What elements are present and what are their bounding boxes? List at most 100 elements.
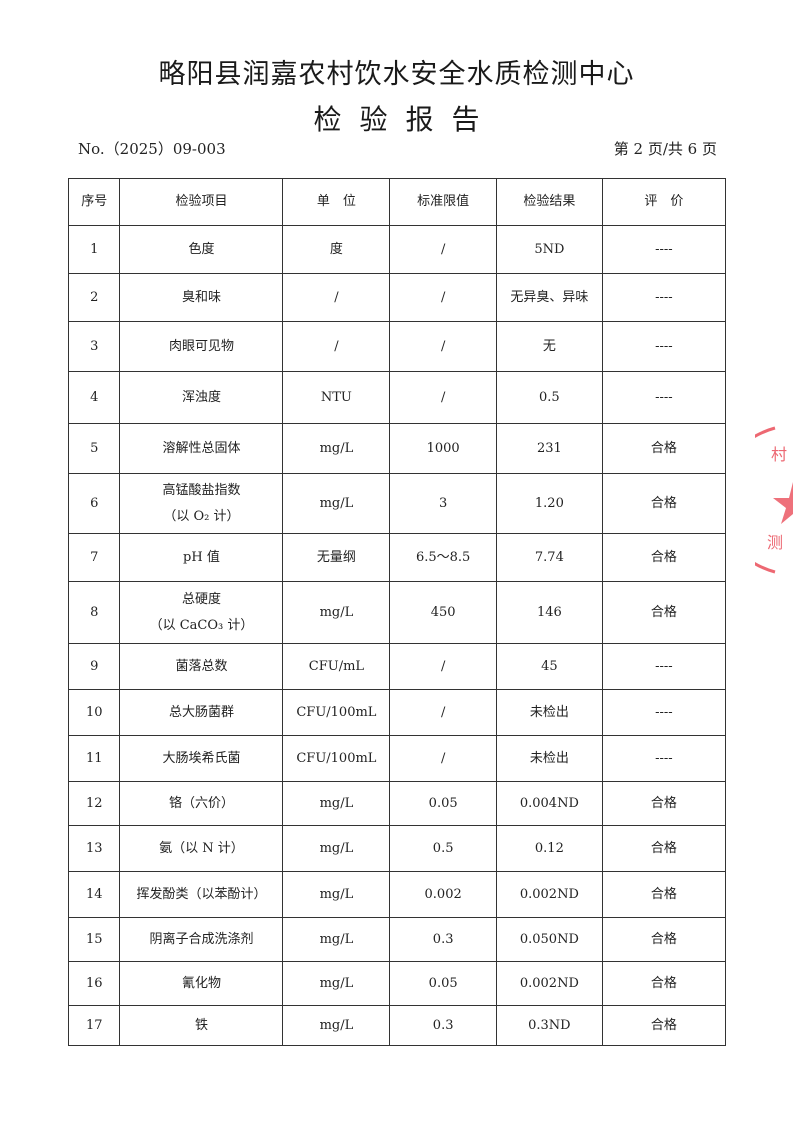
test-item: 大肠埃希氏菌	[162, 750, 241, 766]
table-row: 17 铁 mg/L 0.3 0.3ND 合格	[67, 1005, 727, 1046]
test-result-cell: 146	[495, 581, 603, 644]
unit: mg/L	[319, 886, 354, 902]
test-result: 0.002ND	[519, 886, 579, 902]
test-item: 溶解性总固体	[162, 440, 241, 456]
row-number: 3	[90, 338, 99, 354]
evaluation: ----	[655, 289, 673, 305]
test-item-cell: 挥发酚类（以苯酚计）	[119, 871, 284, 918]
test-result: 0.3ND	[528, 1017, 571, 1033]
standard-limit: 0.05	[428, 975, 458, 991]
col-header-no: 序号	[67, 178, 121, 226]
unit-cell: /	[282, 273, 391, 322]
evaluation-cell: ----	[601, 735, 727, 782]
test-item-cell: 肉眼可见物	[119, 321, 284, 372]
test-item: 总大肠菌群	[168, 704, 234, 720]
unit-cell: CFU/100mL	[282, 689, 391, 736]
standard-limit: /	[440, 338, 446, 354]
standard-limit-cell: 3	[389, 473, 497, 534]
evaluation-cell: 合格	[601, 473, 727, 534]
test-item-cell: 臭和味	[119, 273, 284, 322]
test-item-cell: 总大肠菌群	[119, 689, 284, 736]
test-result: 231	[536, 440, 562, 456]
table-row: 8 总硬度 （以 CaCO₃ 计） mg/L 450 146 合格	[67, 581, 727, 644]
unit: NTU	[320, 389, 352, 405]
test-item: 氨（以 N 计）	[159, 840, 244, 856]
standard-limit: /	[440, 389, 446, 405]
unit-cell: 无量纲	[282, 533, 391, 582]
standard-limit: 450	[430, 604, 456, 620]
row-number: 1	[90, 241, 99, 257]
report-org-title: 略阳县润嘉农村饮水安全水质检测中心	[158, 59, 635, 90]
test-item-cell: 铬（六价）	[119, 781, 284, 826]
table-row: 9 菌落总数 CFU/mL / 45 ----	[67, 643, 727, 690]
test-result-cell: 0.004ND	[495, 781, 603, 826]
unit-cell: mg/L	[282, 581, 391, 644]
standard-limit-cell: 0.05	[389, 781, 497, 826]
row-number-cell: 15	[67, 917, 121, 962]
table-row: 1 色度 度 / 5ND ----	[67, 225, 727, 274]
row-number-cell: 5	[67, 423, 121, 474]
test-item-cell: pH 值	[119, 533, 284, 582]
unit-cell: mg/L	[282, 961, 391, 1006]
unit: CFU/mL	[308, 658, 365, 674]
evaluation: 合格	[650, 931, 677, 947]
unit: mg/L	[319, 604, 354, 620]
evaluation: 合格	[650, 495, 677, 511]
unit-cell: mg/L	[282, 871, 391, 918]
standard-limit-cell: 0.3	[389, 917, 497, 962]
table-row: 11 大肠埃希氏菌 CFU/100mL / 未检出 ----	[67, 735, 727, 782]
row-number-cell: 6	[67, 473, 121, 534]
standard-limit: /	[440, 658, 446, 674]
evaluation: ----	[655, 704, 673, 720]
row-number-cell: 2	[67, 273, 121, 322]
test-item-note: （以 CaCO₃ 计）	[149, 617, 254, 633]
test-result-cell: 0.3ND	[495, 1005, 603, 1046]
row-number: 4	[90, 389, 99, 405]
col-header-item: 检验项目	[119, 178, 284, 226]
row-number-cell: 14	[67, 871, 121, 918]
test-item: 氰化物	[181, 975, 221, 991]
test-result-cell: 无	[495, 321, 603, 372]
test-item-cell: 氰化物	[119, 961, 284, 1006]
row-number: 6	[90, 495, 99, 511]
evaluation-cell: ----	[601, 371, 727, 424]
table-row: 16 氰化物 mg/L 0.05 0.002ND 合格	[67, 961, 727, 1006]
standard-limit: /	[440, 750, 446, 766]
svg-text:村: 村	[771, 445, 787, 464]
unit: 无量纲	[316, 549, 356, 565]
col-header-result: 检验结果	[495, 178, 603, 226]
unit: /	[334, 289, 339, 305]
test-item-cell: 阴离子合成洗涤剂	[119, 917, 284, 962]
test-result: 5ND	[534, 241, 565, 257]
unit-cell: mg/L	[282, 781, 391, 826]
row-number-cell: 10	[67, 689, 121, 736]
evaluation-cell: 合格	[601, 917, 727, 962]
test-result-cell: 未检出	[495, 735, 603, 782]
row-number-cell: 8	[67, 581, 121, 644]
evaluation: 合格	[650, 795, 677, 811]
standard-limit-cell: /	[389, 371, 497, 424]
test-result: 未检出	[529, 704, 569, 720]
test-result-cell: 0.050ND	[495, 917, 603, 962]
evaluation: 合格	[650, 440, 677, 456]
standard-limit: 0.3	[432, 1017, 454, 1033]
page-number: 第 2 页/共 6 页	[613, 140, 717, 158]
unit: mg/L	[319, 795, 354, 811]
evaluation-cell: ----	[601, 689, 727, 736]
standard-limit: 0.3	[432, 931, 454, 947]
unit: mg/L	[319, 931, 354, 947]
evaluation-cell: 合格	[601, 825, 727, 872]
unit-cell: mg/L	[282, 423, 391, 474]
test-result-cell: 无异臭、异味	[495, 273, 603, 322]
table-row: 2 臭和味 / / 无异臭、异味 ----	[67, 273, 727, 322]
test-result-cell: 1.20	[495, 473, 603, 534]
test-result: 7.74	[534, 549, 564, 565]
evaluation-cell: 合格	[601, 1005, 727, 1046]
test-item-cell: 菌落总数	[119, 643, 284, 690]
unit: CFU/100mL	[296, 704, 377, 720]
standard-limit-cell: /	[389, 689, 497, 736]
evaluation: ----	[655, 658, 673, 674]
test-result-cell: 231	[495, 423, 603, 474]
test-item: 肉眼可见物	[168, 338, 234, 354]
row-number: 11	[85, 750, 103, 766]
